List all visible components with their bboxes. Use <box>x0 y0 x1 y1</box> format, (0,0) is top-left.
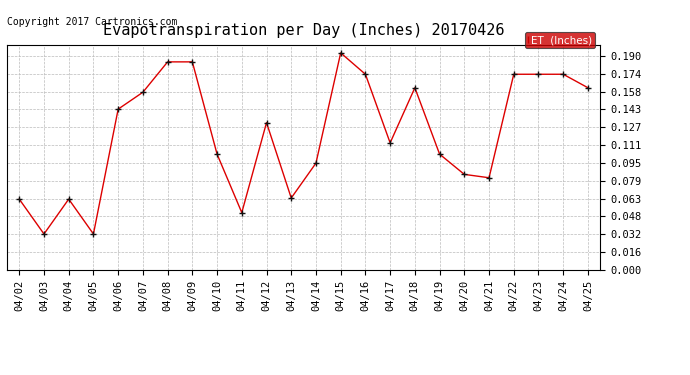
Text: Copyright 2017 Cartronics.com: Copyright 2017 Cartronics.com <box>7 17 177 27</box>
Legend: ET  (Inches): ET (Inches) <box>524 32 595 48</box>
Text: Evapotranspiration per Day (Inches) 20170426: Evapotranspiration per Day (Inches) 2017… <box>103 22 504 38</box>
